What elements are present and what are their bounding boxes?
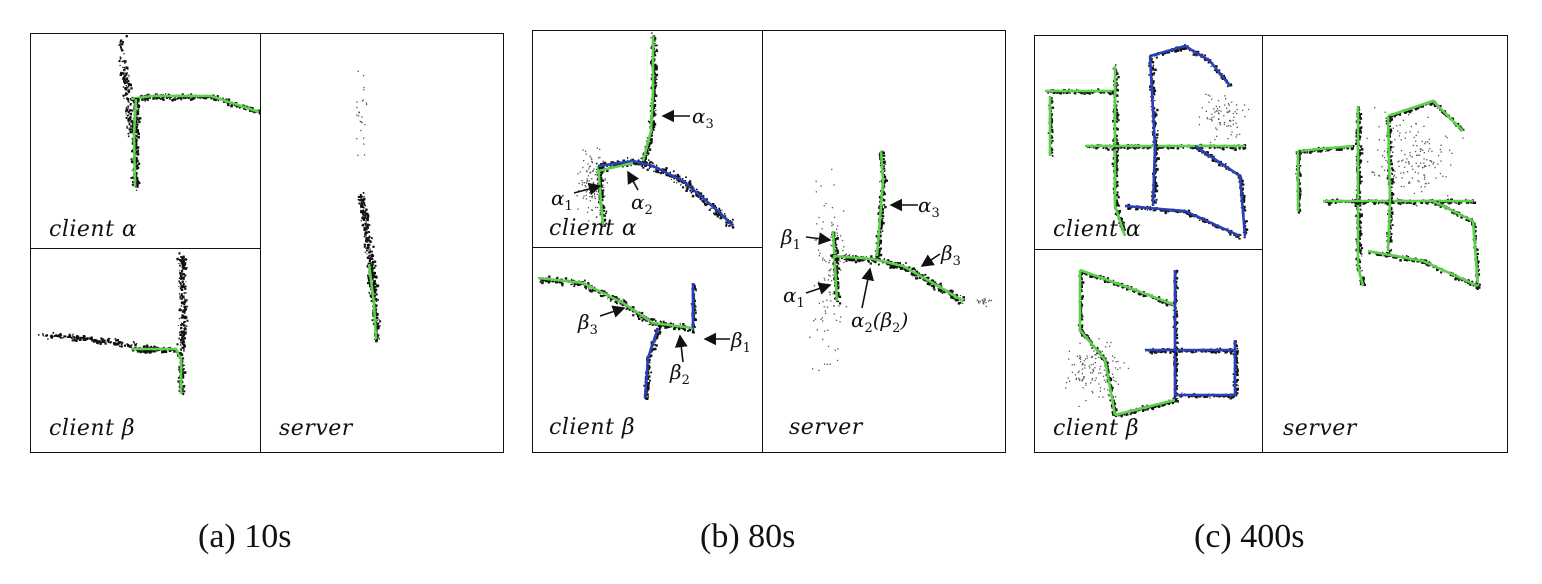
fig-b-client-alpha-label: client α — [549, 216, 638, 241]
fig-a-server-panel: server — [260, 33, 504, 453]
fig-c-caption: (c) 400s — [1194, 518, 1305, 555]
fig-a-client-beta-label: client β — [49, 416, 136, 441]
anno-beta1: β1 — [731, 328, 751, 356]
fig-c-client-beta-panel: client β — [1034, 249, 1264, 453]
fig-c-client-alpha-map — [1045, 44, 1250, 240]
fig-c-client-alpha-label: client α — [1053, 217, 1142, 242]
fig-b-client-beta-map — [537, 275, 697, 400]
fig-a-caption: (a) 10s — [198, 518, 292, 555]
anno-beta3: β3 — [578, 310, 598, 338]
anno-srv-alpha3: α3 — [918, 193, 940, 221]
fig-a-client-beta-panel: client β — [30, 248, 262, 453]
anno-srv-beta3: β3 — [941, 241, 961, 269]
anno-srv-alpha1: α1 — [783, 283, 805, 311]
anno-srv-alpha2-beta2: α2(β2) — [851, 308, 909, 336]
anno-srv-beta1: β1 — [781, 225, 801, 253]
anno-alpha1: α1 — [551, 186, 573, 214]
fig-a-client-beta-map — [37, 252, 189, 396]
anno-beta2: β2 — [670, 360, 690, 388]
fig-a-client-alpha-label: client α — [49, 217, 138, 242]
fig-a-server-map — [356, 70, 382, 343]
fig-b-client-alpha-map — [576, 32, 735, 229]
anno-alpha2: α2 — [631, 190, 653, 218]
fig-b-server-map — [809, 150, 993, 372]
fig-a-client-alpha-map — [118, 35, 261, 191]
fig-c-server-map — [1295, 99, 1481, 290]
fig-b-client-beta-panel: client β — [532, 247, 764, 453]
fig-b-server-label: server — [789, 415, 863, 440]
fig-b-client-beta-label: client β — [549, 415, 636, 440]
fig-b-caption: (b) 80s — [700, 518, 796, 555]
fig-c-client-alpha-panel: client α — [1034, 35, 1264, 251]
fig-a-client-alpha-panel: client α — [30, 33, 262, 250]
fig-b-server-panel: server — [762, 30, 1006, 453]
anno-alpha3: α3 — [692, 104, 714, 132]
fig-c-server-panel: server — [1262, 35, 1508, 453]
fig-a-server-label: server — [279, 416, 353, 441]
fig-c-server-label: server — [1283, 416, 1357, 441]
fig-c-client-beta-label: client β — [1053, 416, 1140, 441]
fig-c-client-beta-map — [1065, 268, 1239, 418]
